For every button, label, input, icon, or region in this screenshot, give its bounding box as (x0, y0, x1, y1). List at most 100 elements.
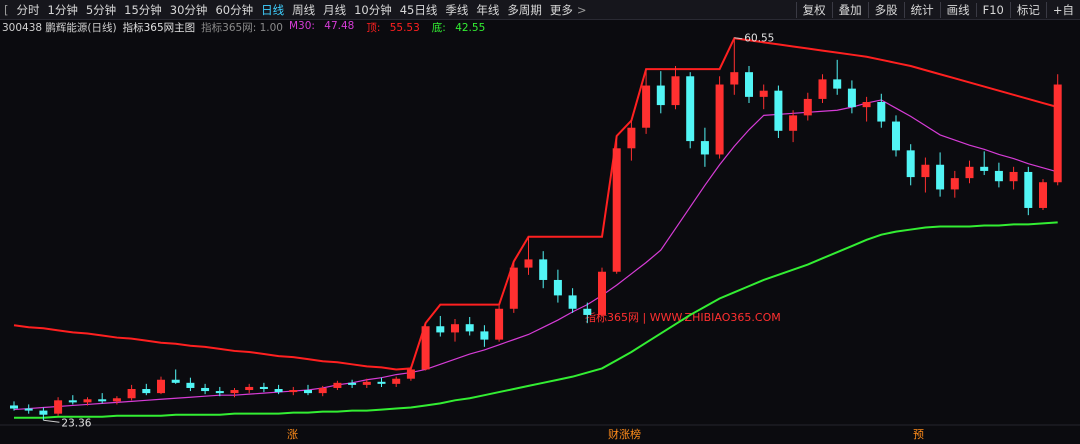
candle-body (980, 166, 989, 171)
tool-button[interactable]: 画线 (939, 1, 976, 18)
candle-body (186, 382, 195, 388)
candle-body (318, 387, 327, 394)
period-tab[interactable]: 分时 (16, 2, 40, 17)
candle-body (642, 85, 651, 128)
candle-body (950, 178, 959, 190)
candle-body (818, 79, 827, 99)
period-tab[interactable]: 日线 (261, 2, 285, 17)
watermark: 指标365网 | WWW.ZHIBIAO365.COM (585, 310, 781, 324)
candle-body (465, 324, 474, 332)
candle-body (495, 308, 504, 340)
signal: 涨 (287, 428, 298, 441)
period-tab[interactable]: 季线 (445, 2, 469, 17)
tool-button[interactable]: +自 (1045, 1, 1080, 18)
candle-body (1039, 182, 1047, 208)
candle-body (553, 279, 562, 296)
period-tab[interactable]: 15分钟 (124, 2, 162, 17)
header: 300438 鹏辉能源(日线) 指标365网主图 指标365网: 1.00 M3… (2, 20, 497, 34)
candle-body (98, 399, 107, 402)
candle-body (936, 164, 945, 190)
high-label: 60.55 (744, 33, 774, 45)
tool-button[interactable]: 标记 (1009, 1, 1046, 18)
candle-body (671, 76, 680, 106)
candle-body (965, 166, 974, 179)
candle-body (333, 382, 342, 388)
period-tab[interactable]: 10分钟 (354, 2, 392, 17)
candle-body (245, 386, 254, 391)
candle-body (759, 90, 768, 97)
signal: 预 (913, 428, 924, 441)
candle-body (406, 369, 415, 379)
candle-body (54, 400, 63, 414)
tool-button[interactable]: 统计 (903, 1, 940, 18)
candle-body (259, 386, 268, 389)
icon: [ (4, 2, 9, 17)
period-tab[interactable]: 周线 (292, 2, 316, 17)
candle-body (1009, 171, 1018, 182)
candle-body (24, 408, 33, 411)
candle-body (421, 326, 430, 370)
candle-body (304, 390, 312, 394)
candle-body (524, 259, 533, 268)
indicator-title[interactable]: 指标365网主图 (122, 21, 196, 34)
legend-value: 47.48 (324, 19, 355, 32)
indicator-line (13, 99, 1058, 411)
low-pointer (43, 419, 60, 423)
period-tab[interactable]: 多周期 (507, 2, 542, 17)
period-tab[interactable]: 1分钟 (47, 2, 78, 17)
period-tab[interactable]: 60分钟 (215, 2, 254, 17)
tools: 复权 叠加 多股 统计 画线 F10 标记 +自 (795, 0, 1080, 19)
legend-item: 底 42.55 (432, 20, 491, 35)
candle-body (362, 381, 371, 385)
candle-body (906, 150, 915, 178)
candle-body (789, 115, 798, 131)
candle-body (700, 141, 709, 155)
legend-item: 顶 55.53 (366, 20, 425, 35)
period-tab[interactable]: 年线 (476, 2, 500, 17)
candle-body (39, 410, 48, 415)
period-tab[interactable]: 更多 (549, 2, 573, 17)
tool-button[interactable]: 复权 (795, 1, 832, 18)
period-tab[interactable]: 45日线 (399, 2, 438, 17)
candle-body (892, 121, 900, 151)
candle-body (730, 72, 739, 85)
candle-body (715, 84, 724, 155)
period-tab[interactable]: 月线 (323, 2, 347, 17)
candle-body (201, 387, 210, 392)
legend-item: M30 47.48 (289, 20, 360, 35)
candle-body (686, 76, 695, 142)
tool-button[interactable]: F10 (975, 2, 1010, 17)
candle-body (509, 267, 518, 309)
candle-body (157, 379, 165, 394)
candle-body (83, 399, 92, 403)
legend-name: 底 (432, 22, 449, 34)
candle-body (1024, 171, 1033, 208)
candle-body (803, 98, 812, 116)
legend-value: 55.53 (389, 21, 420, 34)
period-tab[interactable]: 5分钟 (85, 2, 117, 17)
candle-body (847, 88, 856, 108)
candle-body (921, 164, 930, 178)
candle-body (112, 398, 121, 402)
low-label: 23.36 (61, 417, 91, 429)
candle-body (1053, 84, 1062, 183)
candle-body (215, 391, 224, 394)
legend-name: M30 (289, 20, 318, 32)
candle-body (745, 72, 753, 97)
high-pointer (734, 37, 743, 40)
period-tab[interactable]: 30分钟 (169, 2, 208, 17)
candle-body (862, 102, 871, 108)
candle-body (833, 79, 842, 89)
candle-body (568, 295, 577, 309)
tool-button[interactable]: 叠加 (831, 1, 868, 18)
stock-name: 300438 鹏辉能源(日线) (2, 21, 117, 34)
candle-body (392, 378, 401, 384)
candle-body (377, 381, 386, 384)
signal: 财涨榜 (608, 427, 641, 441)
candle-body (348, 382, 357, 385)
candle-body (436, 326, 445, 333)
legend-name: 顶 (366, 22, 383, 34)
candle-body (539, 259, 548, 280)
tool-button[interactable]: 多股 (867, 1, 904, 18)
